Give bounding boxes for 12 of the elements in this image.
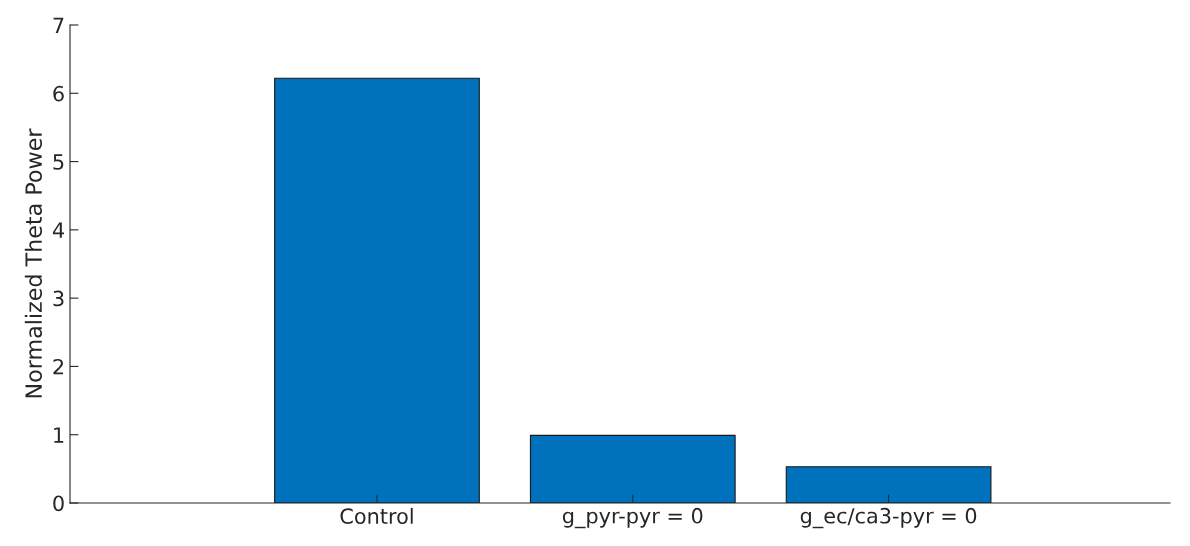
y-tick-label: 3: [53, 290, 64, 307]
y-tick-label: 7: [53, 17, 64, 33]
x-tick-label: g_ec/ca3-pyr = 0: [800, 507, 977, 529]
y-tick-label: 5: [53, 154, 64, 170]
x-tick-label: Control: [340, 507, 413, 524]
y-tick-label: 6: [53, 85, 64, 102]
y-tick-label: 0: [53, 495, 64, 512]
y-axis-title: Normalized Theta Power: [24, 128, 43, 398]
y-tick-label: 2: [53, 358, 64, 375]
y-tick-label: 4: [52, 222, 64, 238]
y-tick-label: 1: [54, 427, 64, 443]
x-tick-label: g_pyr-pyr = 0: [562, 507, 703, 529]
